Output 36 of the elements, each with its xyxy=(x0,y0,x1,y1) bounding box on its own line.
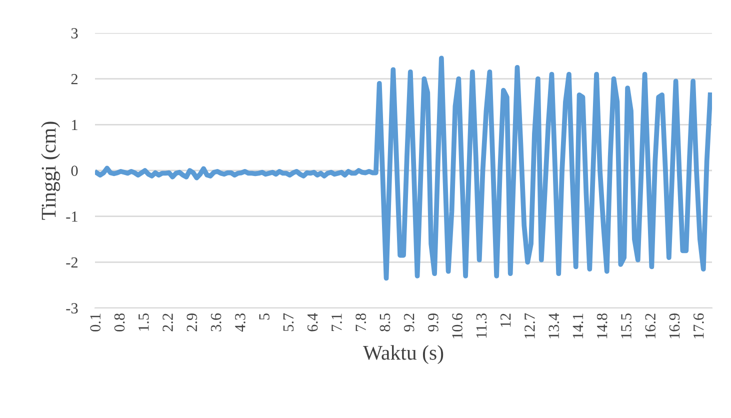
y-tick-label: 0 xyxy=(71,166,78,176)
x-tick-label: 4.3 xyxy=(235,313,246,332)
x-tick-label: 12 xyxy=(500,314,511,327)
x-tick-label: 5 xyxy=(259,313,270,320)
x-tick-label: 10.6 xyxy=(452,313,463,338)
x-tick-label: 16.9 xyxy=(669,313,680,338)
y-tick-label: -2 xyxy=(66,257,78,268)
x-tick-label: 8.5 xyxy=(380,313,390,332)
x-tick-label: 14.1 xyxy=(572,314,584,338)
x-tick-label: 9.2 xyxy=(404,314,414,332)
y-axis-title: Tinggi (cm) xyxy=(41,122,60,220)
x-tick-label: 13.4 xyxy=(548,313,560,338)
y-tick-label: 2 xyxy=(71,74,78,84)
x-tick-label: 11.3 xyxy=(476,313,487,338)
x-tick-label: 12.7 xyxy=(524,313,535,338)
x-tick-label: 7.1 xyxy=(332,314,342,331)
x-tick-label: 16.2 xyxy=(645,314,656,338)
x-tick-label: 0.1 xyxy=(90,314,101,332)
x-tick-label: 17.6 xyxy=(693,313,704,338)
x-tick-label: 3.6 xyxy=(210,313,222,332)
y-tick-label: -3 xyxy=(66,303,78,314)
x-tick-label: 7.8 xyxy=(356,313,366,331)
x-tick-label: 15.5 xyxy=(621,313,632,338)
y-tick-label: -1 xyxy=(66,212,78,222)
x-tick-label: 6.4 xyxy=(307,313,318,332)
x-tick-label: 0.8 xyxy=(114,313,125,332)
x-tick-label: 2.2 xyxy=(162,314,173,332)
y-tick-label: 1 xyxy=(72,120,78,130)
x-tick-label: 9.9 xyxy=(428,313,438,332)
x-tick-label: 5.7 xyxy=(283,313,294,332)
x-axis-title: Waktu (s) xyxy=(362,345,444,364)
x-tick-label: 14.8 xyxy=(596,313,608,338)
x-tick-label: 1.5 xyxy=(138,313,149,331)
x-tick-label: 2.9 xyxy=(186,313,198,332)
line-series xyxy=(95,56,712,281)
y-tick-label: 3 xyxy=(71,28,78,38)
